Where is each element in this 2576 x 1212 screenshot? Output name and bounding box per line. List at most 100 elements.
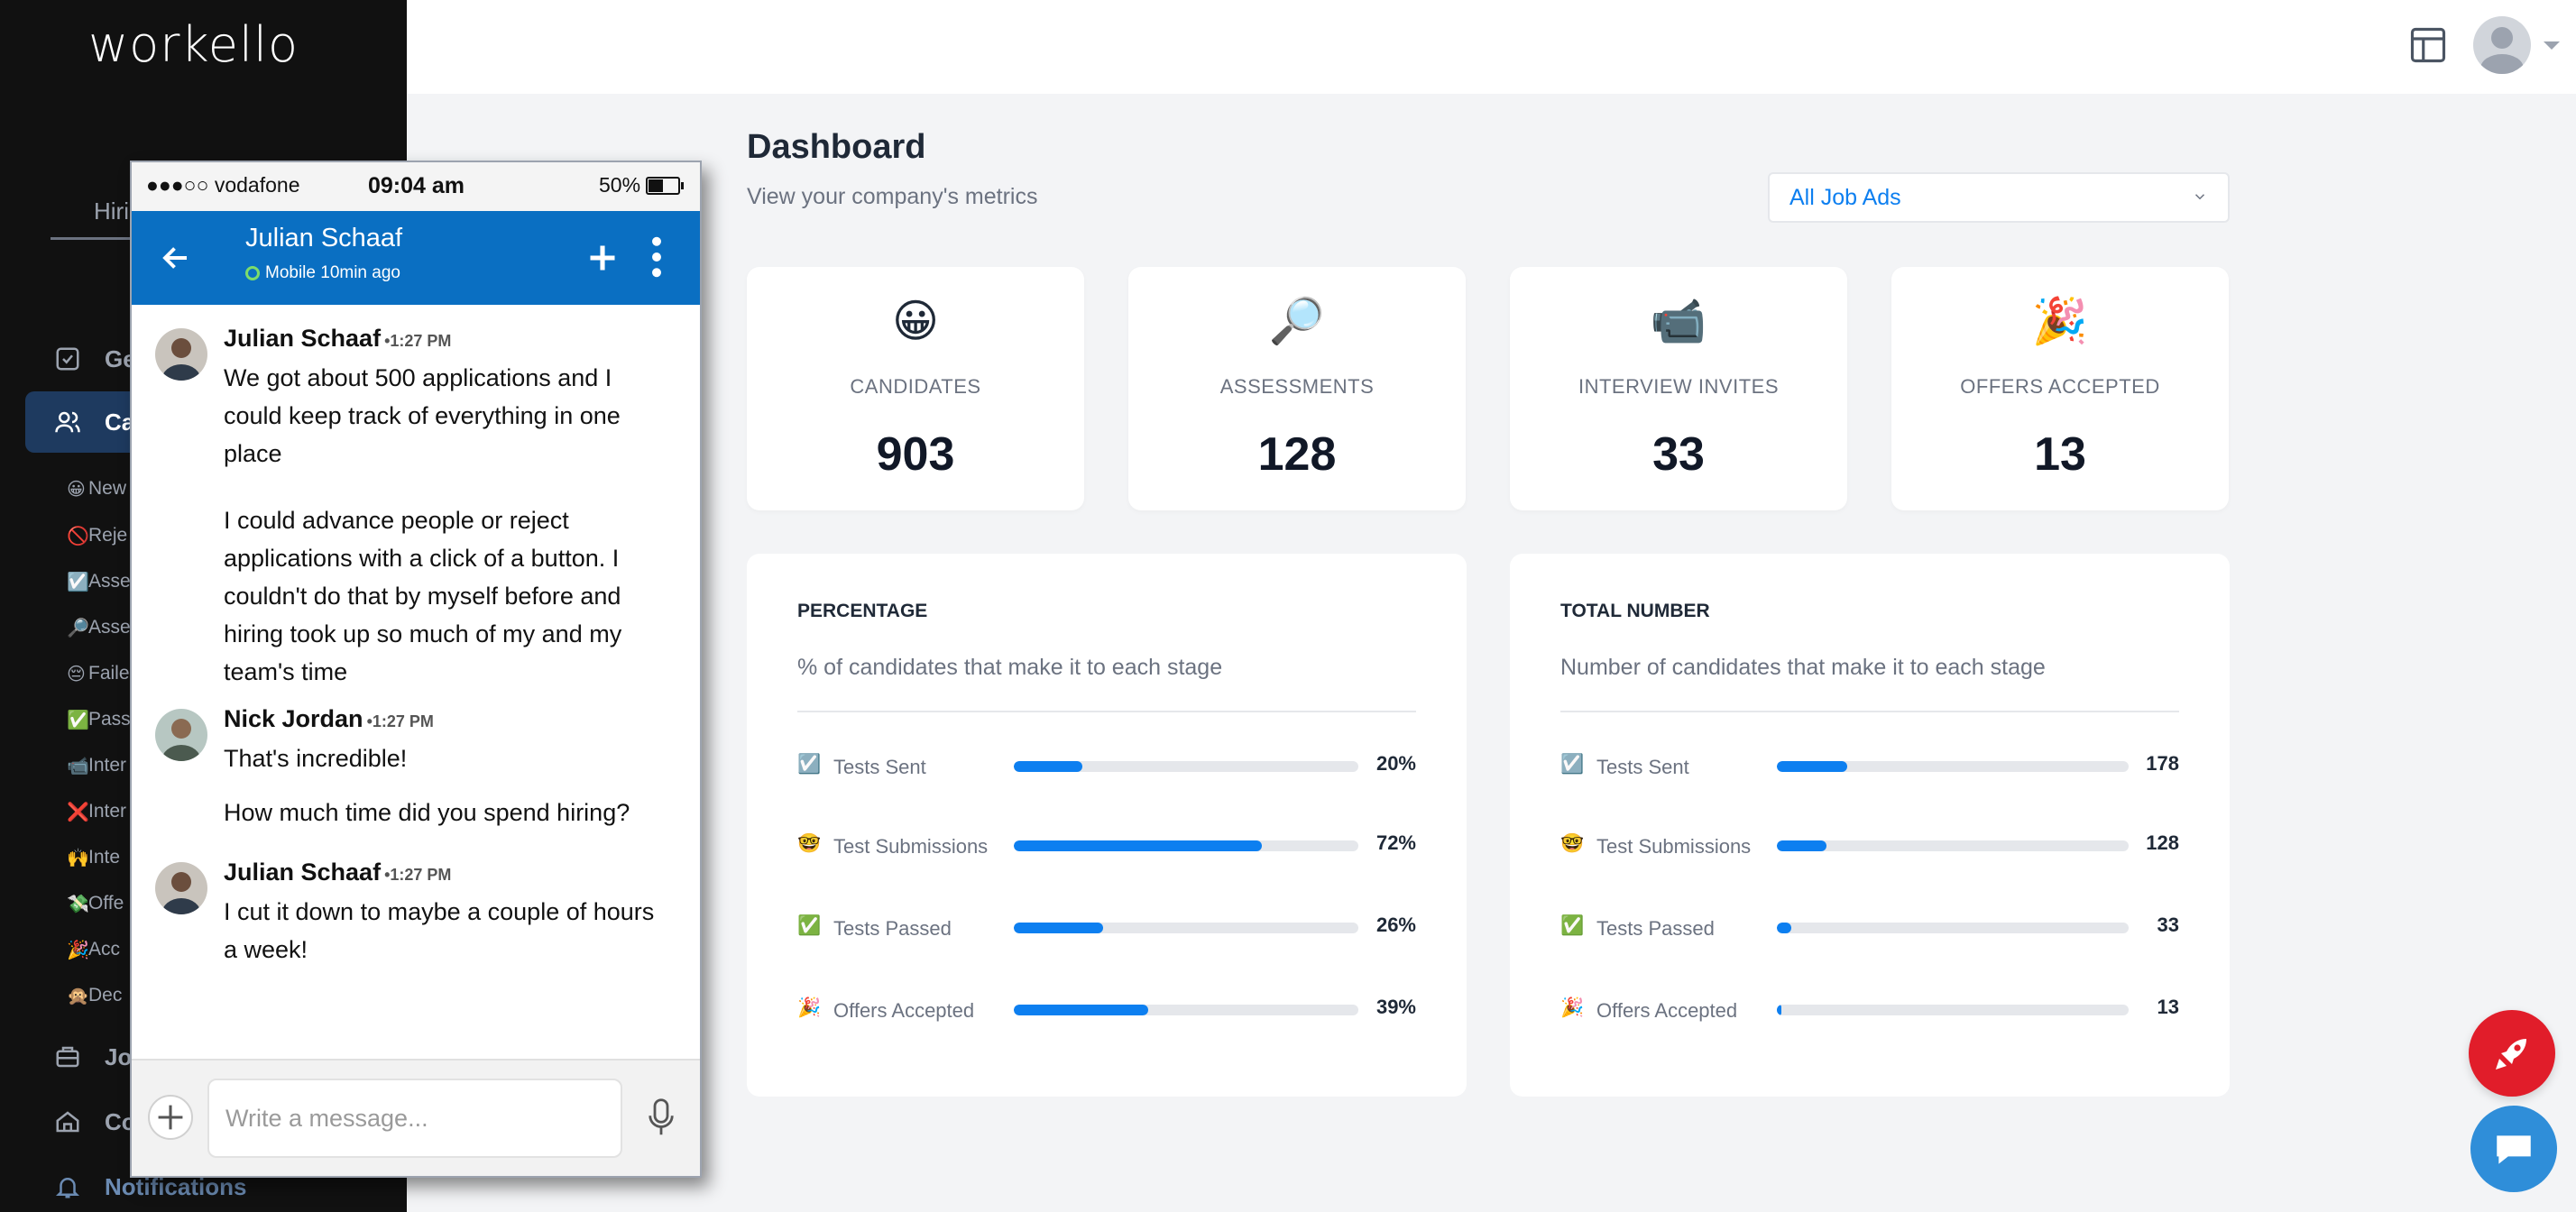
- sidebar-item-label: Ca: [105, 408, 135, 436]
- grinning-emoji-icon: 😀: [67, 479, 86, 500]
- battery-percent: 50%: [599, 173, 641, 197]
- progress-fill: [1777, 1005, 1782, 1015]
- job-ads-select[interactable]: All Job Ads: [1768, 172, 2230, 223]
- message-composer: [132, 1059, 700, 1176]
- stage-value: 72%: [1375, 831, 1416, 854]
- metric-value: 33: [1652, 428, 1705, 481]
- presence-status: Mobile 10min ago: [245, 263, 400, 283]
- stage-row: 🤓 Test Submissions 72%: [797, 828, 1416, 864]
- sidebar-subitem-offer[interactable]: 💸 Offe: [67, 886, 124, 922]
- sidebar-subitem-interview-rejected[interactable]: ❌ Inter: [67, 794, 126, 830]
- checkbox-emoji-icon: ☑️: [797, 754, 822, 775]
- stage-label: Offers Accepted: [1596, 999, 1738, 1022]
- sidebar-item-label: Jo: [105, 1042, 133, 1070]
- subitem-label: Reje: [88, 525, 128, 546]
- subitem-label: Asse: [88, 571, 131, 592]
- stage-value: 128: [2146, 831, 2179, 854]
- progress-fill: [1014, 1005, 1148, 1015]
- progress-track: [1777, 1005, 2129, 1015]
- briefcase-icon: [56, 1046, 79, 1068]
- checkbox-emoji-icon: ☑️: [1560, 754, 1585, 775]
- rocket-icon: [2496, 1039, 2526, 1070]
- avatar: [155, 709, 207, 761]
- subitem-label: Dec: [88, 985, 123, 1005]
- back-arrow-icon[interactable]: [159, 242, 193, 274]
- metric-card-assessments: 🔎 ASSESSMENTS 128: [1128, 267, 1466, 510]
- user-avatar[interactable]: [2473, 16, 2531, 74]
- stage-label: Tests Passed: [1596, 917, 1715, 940]
- progress-track: [1777, 840, 2129, 851]
- message-author: Julian Schaaf •1:27 PM: [224, 325, 452, 352]
- sidebar-subitem-passed[interactable]: ✅ Pass: [67, 702, 131, 738]
- message-text: That's incredible!: [224, 745, 408, 772]
- check-mark-icon: ✅: [797, 915, 822, 936]
- plus-icon[interactable]: [586, 242, 619, 274]
- sidebar-subitem-assessment-review[interactable]: 🔎 Asse: [67, 610, 131, 646]
- sidebar-subitem-rejected[interactable]: 🚫 Reje: [67, 518, 127, 554]
- job-ads-select-value: All Job Ads: [1789, 184, 1901, 210]
- subitem-label: Inter: [88, 801, 127, 822]
- check-mark-icon: ✅: [1560, 915, 1585, 936]
- video-camera-icon: 📹: [67, 756, 89, 776]
- tab-hiring-label: Hiri: [94, 197, 129, 225]
- stage-label: Test Submissions: [1596, 835, 1752, 858]
- sidebar-subitem-interview-passed[interactable]: 🙌 Inte: [67, 840, 120, 876]
- total-number-card: TOTAL NUMBER Number of candidates that m…: [1510, 554, 2230, 1097]
- stage-label: Tests Sent: [1596, 756, 1689, 778]
- subitem-label: Pass: [88, 709, 131, 730]
- logo[interactable]: workello: [88, 16, 299, 73]
- message-input[interactable]: [207, 1079, 622, 1158]
- progress-fill: [1014, 761, 1083, 772]
- metric-card-interview-invites: 📹 INTERVIEW INVITES 33: [1510, 267, 1847, 510]
- checkbox-icon: [56, 347, 79, 371]
- chat-button[interactable]: [2470, 1106, 2557, 1192]
- subitem-label: Inte: [88, 847, 121, 868]
- metric-card-candidates: 😀 CANDIDATES 903: [747, 267, 1084, 510]
- chevron-down-icon[interactable]: [2544, 41, 2560, 50]
- progress-track: [1014, 840, 1358, 851]
- magnifier-icon: 🔎: [1268, 296, 1326, 346]
- user-silhouette-icon: [2480, 27, 2524, 74]
- chat-header: Julian Schaaf Mobile 10min ago: [132, 211, 700, 305]
- subitem-label: Offe: [88, 893, 124, 914]
- progress-track: [1777, 761, 2129, 772]
- stage-value: 33: [2157, 914, 2179, 936]
- pensive-emoji-icon: 😔: [67, 664, 86, 684]
- party-popper-icon: 🎉: [67, 940, 89, 960]
- microphone-icon[interactable]: [648, 1098, 675, 1136]
- sidebar-subitem-new[interactable]: 😀 New: [67, 471, 126, 507]
- layout-icon[interactable]: [2409, 26, 2447, 64]
- card-title: PERCENTAGE: [797, 601, 928, 621]
- rocket-button[interactable]: [2469, 1010, 2555, 1097]
- sidebar-subitem-accepted[interactable]: 🎉 Acc: [67, 932, 120, 968]
- video-camera-icon: 📹: [1650, 296, 1707, 346]
- battery-icon: [646, 177, 684, 195]
- sidebar-item-jobs[interactable]: Jo: [25, 1026, 407, 1088]
- bell-icon: [55, 1178, 80, 1198]
- card-subtitle: % of candidates that make it to each sta…: [797, 655, 1223, 680]
- metric-value: 128: [1257, 428, 1337, 481]
- stage-row: ☑️ Tests Sent 20%: [797, 748, 1416, 785]
- grinning-emoji-icon: 😀: [891, 296, 940, 346]
- subitem-label: Asse: [88, 617, 131, 638]
- prohibited-icon: 🚫: [67, 526, 89, 546]
- sidebar-subitem-assessment-sent[interactable]: ☑️ Asse: [67, 564, 131, 600]
- phone-status-bar: ●●●○○ vodafone 09:04 am 50%: [132, 162, 700, 211]
- money-wings-icon: 💸: [67, 894, 89, 914]
- stage-label: Test Submissions: [833, 835, 989, 858]
- metric-label: OFFERS ACCEPTED: [1960, 375, 2160, 398]
- sidebar-subitem-declined[interactable]: 🙊 Dec: [67, 978, 122, 1014]
- sidebar-subitem-interview[interactable]: 📹 Inter: [67, 748, 126, 784]
- more-vertical-icon[interactable]: [651, 236, 662, 278]
- avatar: [155, 862, 207, 914]
- stage-label: Tests Passed: [833, 917, 952, 940]
- progress-fill: [1014, 840, 1263, 851]
- top-bar: [407, 0, 2576, 94]
- attach-button[interactable]: [148, 1095, 193, 1140]
- progress-fill: [1014, 923, 1104, 933]
- sidebar-subitem-failed[interactable]: 😔 Faile: [67, 656, 130, 692]
- check-mark-icon: ✅: [67, 710, 89, 730]
- message-time: •1:27 PM: [384, 866, 452, 884]
- stage-value: 178: [2146, 752, 2179, 775]
- stage-value: 13: [2157, 996, 2179, 1018]
